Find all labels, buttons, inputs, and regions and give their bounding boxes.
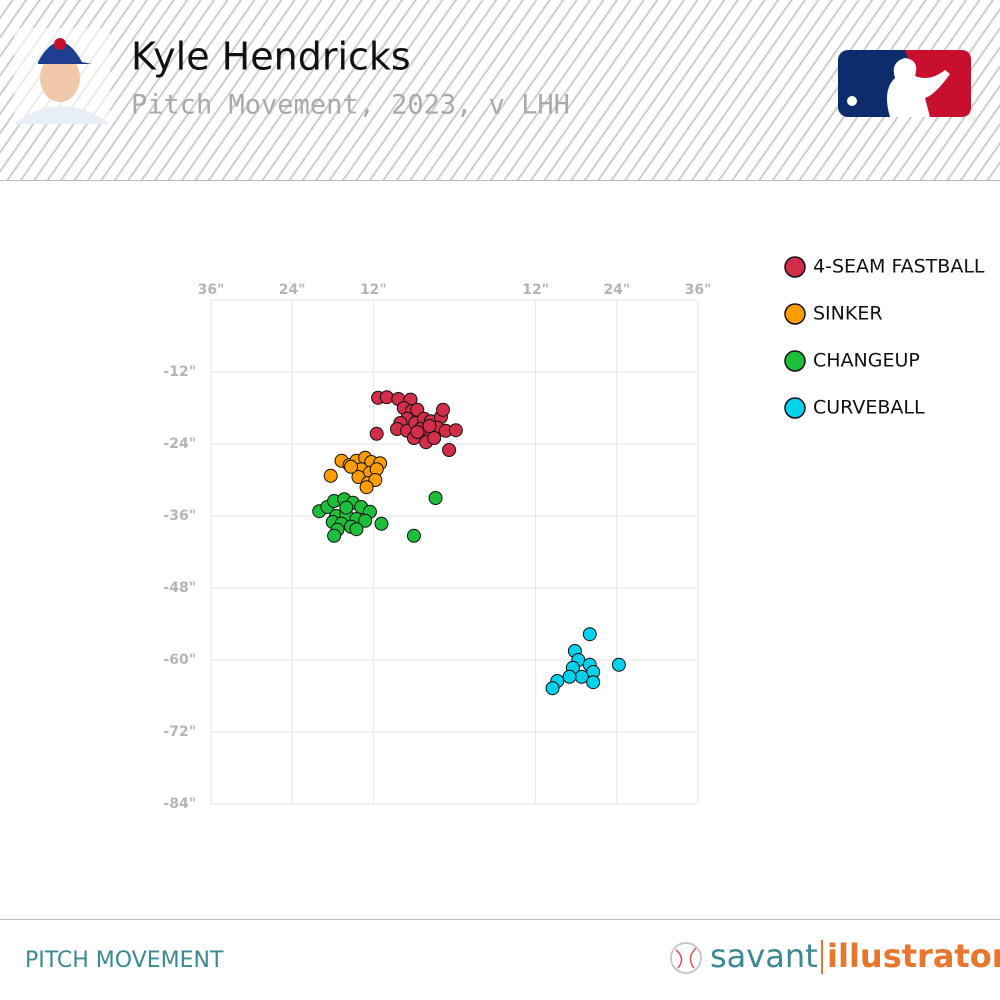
chart-subtitle: Pitch Movement, 2023, v LHH xyxy=(131,90,570,121)
y-tick-label: -48" xyxy=(163,580,196,596)
pitch-point xyxy=(442,443,457,457)
pitch-point xyxy=(323,468,338,483)
pitch-point xyxy=(406,528,421,543)
legend-swatch xyxy=(784,256,806,278)
pitch-point xyxy=(374,516,389,531)
x-tick-label: 36" xyxy=(198,282,225,298)
mlb-logo xyxy=(838,50,971,117)
pitch-point xyxy=(359,480,374,495)
brand-divider xyxy=(821,940,823,974)
series-points xyxy=(323,450,388,495)
legend-label: CHANGEUP xyxy=(813,350,920,372)
series-points xyxy=(369,390,463,457)
y-tick-label: -84" xyxy=(163,796,196,812)
y-tick-label: -36" xyxy=(163,508,196,524)
pitch-point xyxy=(344,459,359,474)
x-tick-label: 36" xyxy=(685,282,712,298)
x-tick-label: 12" xyxy=(522,282,549,298)
x-tick-label: 12" xyxy=(360,282,387,298)
pitch-point xyxy=(582,627,597,642)
pitch-point xyxy=(448,423,463,438)
legend-label: CURVEBALL xyxy=(813,397,925,419)
pitch-point xyxy=(545,681,560,696)
footer-divider xyxy=(0,919,1000,920)
x-tick-label: 24" xyxy=(279,282,306,298)
pitch-point xyxy=(562,669,577,684)
brand-savant: savant xyxy=(710,937,818,975)
player-avatar xyxy=(14,28,110,124)
legend-swatch xyxy=(784,303,806,325)
x-tick-label: 24" xyxy=(603,282,630,298)
y-tick-label: -12" xyxy=(163,364,196,380)
brand-illustrator: illustrator xyxy=(827,937,1000,975)
legend-swatch xyxy=(784,350,806,372)
pitch-point xyxy=(611,657,626,672)
pitch-point xyxy=(422,419,437,433)
series-points xyxy=(312,491,443,543)
pitch-point xyxy=(427,431,442,445)
savant-logo xyxy=(670,942,702,974)
pitch-point xyxy=(339,500,354,515)
pitch-point xyxy=(574,669,589,684)
player-name: Kyle Hendricks xyxy=(131,35,411,79)
pitch-point xyxy=(327,528,342,543)
y-tick-label: -72" xyxy=(163,724,196,740)
legend-swatch xyxy=(784,397,806,419)
pitch-point xyxy=(358,513,373,528)
pitch-point xyxy=(428,491,443,505)
pitch-point xyxy=(349,522,364,537)
series-points xyxy=(545,627,626,696)
pitch-point xyxy=(379,390,394,405)
footer-label: PITCH MOVEMENT xyxy=(25,948,224,973)
pitch-point xyxy=(410,425,425,439)
pitch-point xyxy=(586,675,601,690)
plot-area xyxy=(210,299,699,805)
y-tick-label: -24" xyxy=(163,436,196,452)
legend-label: SINKER xyxy=(813,303,883,325)
pitch-point xyxy=(436,402,451,417)
header xyxy=(0,0,1000,181)
pitch-point xyxy=(369,426,384,441)
y-tick-label: -60" xyxy=(163,652,196,668)
legend-label: 4-SEAM FASTBALL xyxy=(813,256,985,278)
